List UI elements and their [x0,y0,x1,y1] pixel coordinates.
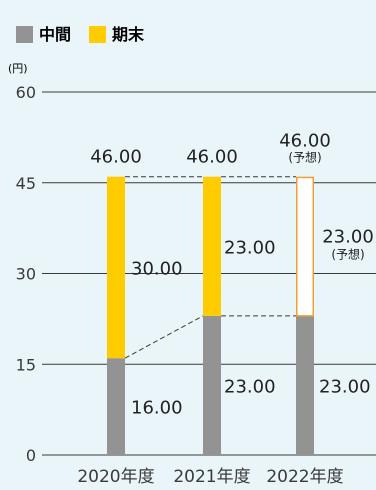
data-label-interim-1: 23.00 [224,376,276,397]
plot-area: 0 15 30 45 60 2020年度 2021年度 2022年度 16.00 30.00 46.… [16,83,376,487]
y-tick-label-30: 30 [16,265,36,284]
bar-interim-2 [296,315,314,455]
legend-swatch-final [89,26,106,43]
bar-final-forecast-2 [296,176,314,317]
x-tick-label-2: 2022年度 [266,467,343,487]
legend: 中間 期末 [16,25,145,44]
connector-interim-0 [124,315,204,359]
data-label-interim-2: 23.00 [319,376,371,397]
bar-interim-0 [107,358,125,455]
forecast-note-total: (予想) [288,150,321,165]
x-tick-label-0: 2020年度 [77,467,154,487]
data-label-total-0: 46.00 [90,147,142,168]
x-tick-label-1: 2021年度 [173,467,250,487]
y-axis-unit: (円) [8,62,28,75]
bar-final-1 [203,176,221,316]
bar-interim-1 [203,315,221,455]
data-label-interim-0: 16.00 [131,398,183,419]
legend-swatch-interim [16,26,33,43]
data-label-final-2: 23.00 [322,226,374,247]
y-tick-label-45: 45 [16,174,36,193]
data-label-final-0: 30.00 [131,258,183,279]
legend-label-interim: 中間 [39,25,71,44]
y-tick-label-15: 15 [16,355,36,374]
y-tick-label-60: 60 [16,83,36,102]
y-tick-label-0: 0 [26,446,36,465]
legend-label-final: 期末 [112,25,145,44]
data-label-total-1: 46.00 [186,147,238,168]
forecast-note-final: (予想) [331,246,364,261]
bar-final-0 [107,176,125,359]
data-label-total-2: 46.00 [279,131,331,152]
data-label-final-1: 23.00 [224,237,276,258]
